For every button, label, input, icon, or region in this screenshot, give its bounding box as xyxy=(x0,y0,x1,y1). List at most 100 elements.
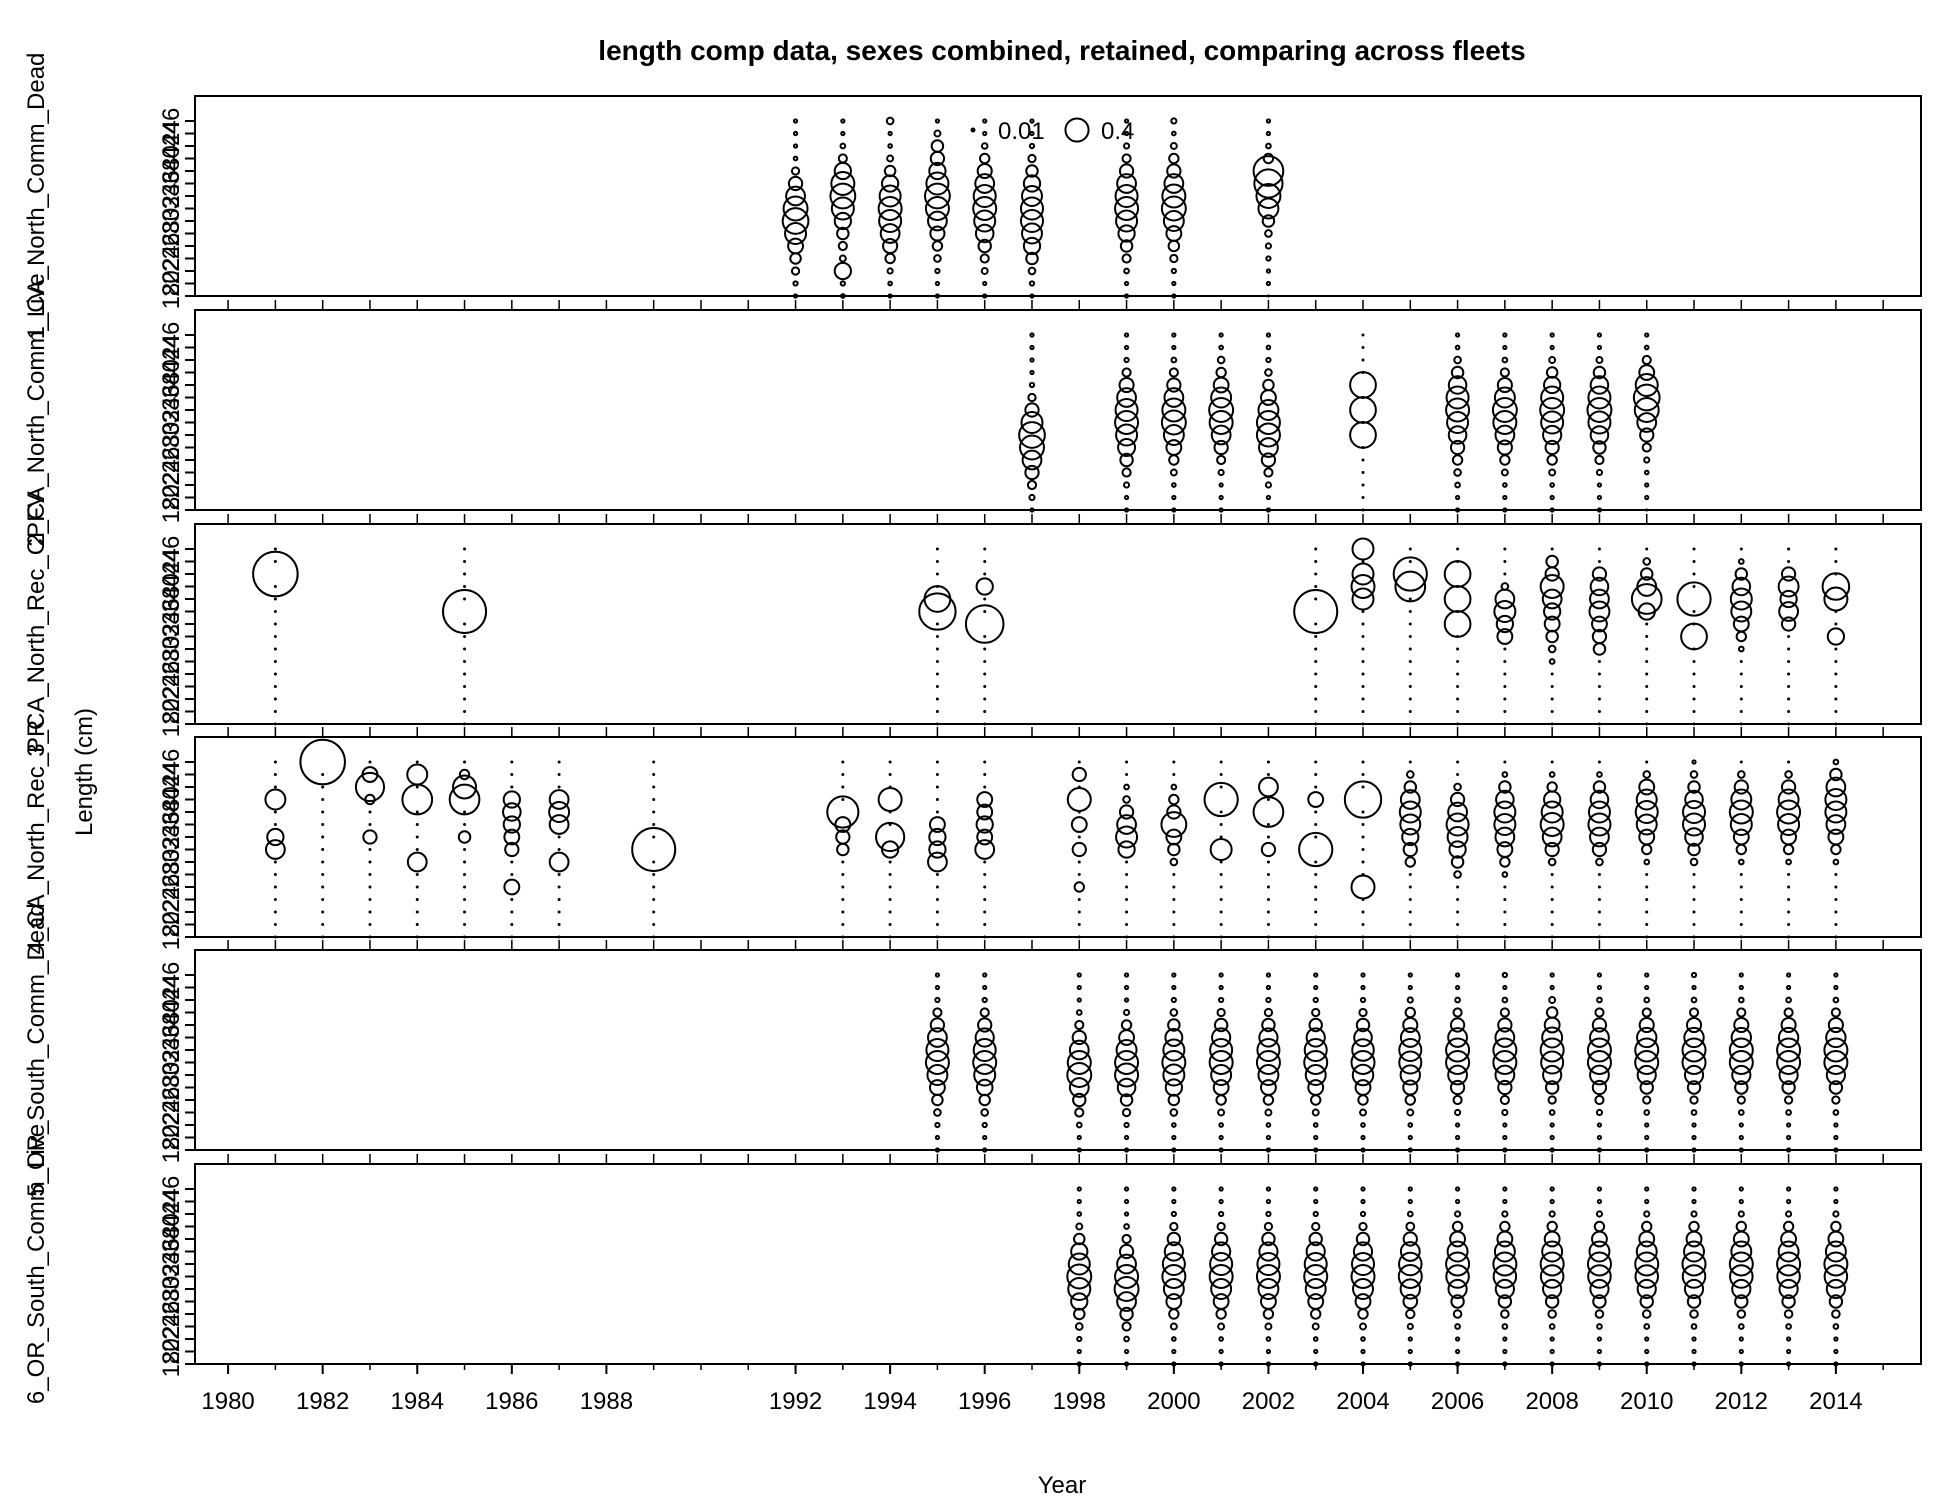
data-bubble xyxy=(1303,1049,1329,1076)
data-bubble xyxy=(830,170,856,197)
data-bubble xyxy=(1453,870,1462,879)
data-bubble xyxy=(1076,972,1082,978)
data-bubble xyxy=(1780,616,1797,632)
data-bubble xyxy=(1548,468,1557,477)
data-bubble xyxy=(1263,1221,1274,1232)
data-bubble xyxy=(1167,842,1181,857)
data-bubble xyxy=(1502,482,1508,488)
data-bubble xyxy=(1690,971,1698,979)
data-dot xyxy=(1597,910,1601,914)
data-bubble xyxy=(1171,984,1177,991)
data-bubble xyxy=(1216,1007,1226,1018)
data-dot xyxy=(273,935,277,939)
y-tick-label: 44 xyxy=(158,761,185,788)
data-bubble xyxy=(1595,468,1604,477)
data-bubble xyxy=(1453,355,1462,365)
data-dot xyxy=(1219,873,1223,876)
data-bubble xyxy=(1641,1220,1653,1233)
data-dot xyxy=(1645,710,1649,713)
data-bubble xyxy=(1443,585,1472,613)
data-bubble xyxy=(1777,788,1800,811)
data-bubble xyxy=(1360,1186,1366,1192)
data-dot xyxy=(1408,660,1412,663)
data-bubble xyxy=(1256,1037,1281,1063)
data-bubble xyxy=(1638,828,1656,846)
data-dot xyxy=(557,848,561,851)
data-dot xyxy=(1739,935,1743,939)
data-bubble xyxy=(1123,280,1130,287)
data-bubble xyxy=(1265,1348,1272,1355)
data-bubble xyxy=(1831,1309,1841,1319)
data-dot xyxy=(463,810,467,814)
data-bubble xyxy=(1308,1231,1323,1247)
data-dot xyxy=(1125,898,1129,901)
y-tick-label: 18 xyxy=(158,497,185,524)
data-dot xyxy=(1314,910,1318,914)
data-bubble xyxy=(1589,1027,1610,1048)
data-bubble xyxy=(1115,209,1139,233)
data-bubble xyxy=(1355,1231,1371,1247)
data-bubble xyxy=(978,1093,991,1107)
y-tick-label: 30 xyxy=(158,1062,185,1089)
data-bubble xyxy=(1123,344,1130,351)
data-bubble xyxy=(1355,1017,1371,1033)
year-column-1983 xyxy=(354,760,386,939)
data-bubble xyxy=(1728,1251,1754,1277)
data-dot xyxy=(1408,697,1412,701)
data-bubble xyxy=(1636,1064,1657,1086)
x-axis-label: Year xyxy=(1038,1472,1087,1499)
data-bubble xyxy=(1686,1080,1702,1095)
x-tick-label: 1982 xyxy=(296,1388,349,1415)
data-bubble xyxy=(1171,344,1177,351)
data-dot xyxy=(888,773,892,776)
data-dot xyxy=(463,760,467,764)
data-dot xyxy=(273,910,277,914)
data-bubble xyxy=(252,550,299,598)
data-bubble xyxy=(1785,1210,1793,1218)
data-bubble xyxy=(1113,1276,1140,1302)
data-bubble xyxy=(1074,1107,1085,1118)
data-dot xyxy=(1361,471,1365,474)
data-dot xyxy=(1503,910,1507,914)
y-tick-label: 40 xyxy=(158,573,185,600)
data-bubble xyxy=(933,129,942,138)
data-dot xyxy=(1550,873,1554,876)
year-column-1999 xyxy=(1114,118,1140,299)
data-bubble xyxy=(1454,1348,1461,1355)
data-bubble xyxy=(1255,409,1281,436)
data-dot xyxy=(1597,685,1601,688)
data-bubble xyxy=(934,1134,941,1141)
y-tick-label: 38 xyxy=(158,158,185,185)
data-dot xyxy=(463,572,467,576)
data-bubble xyxy=(1021,185,1043,207)
data-dot xyxy=(1597,710,1601,713)
year-column-2010 xyxy=(1632,332,1661,512)
data-bubble xyxy=(1117,224,1136,243)
data-bubble xyxy=(1358,1221,1368,1232)
data-dot xyxy=(1408,635,1412,638)
data-bubble xyxy=(1169,142,1178,150)
data-dot xyxy=(1456,710,1460,713)
data-dot xyxy=(1361,508,1365,512)
data-dot xyxy=(935,710,939,713)
y-axis-label: Length (cm) xyxy=(71,708,98,836)
data-dot xyxy=(415,935,419,939)
year-column-2010 xyxy=(1634,760,1659,939)
year-column-1984 xyxy=(401,760,434,939)
data-dot xyxy=(1834,722,1838,726)
data-bubble xyxy=(1549,507,1555,513)
data-bubble xyxy=(1122,1008,1131,1017)
data-bubble xyxy=(1165,1293,1183,1310)
legend: 0.01 0.4 xyxy=(970,117,1134,145)
legend-bubble-large xyxy=(1064,117,1090,143)
y-tick-label: 28 xyxy=(158,1288,185,1315)
data-bubble xyxy=(1123,1186,1130,1192)
data-bubble xyxy=(1639,1294,1654,1309)
data-bubble xyxy=(1778,601,1799,622)
data-bubble xyxy=(1586,1037,1612,1063)
data-bubble xyxy=(964,604,1005,644)
data-dot xyxy=(510,873,514,876)
data-dot xyxy=(1219,910,1223,914)
data-bubble xyxy=(1076,1348,1082,1355)
data-dot xyxy=(1077,785,1081,789)
